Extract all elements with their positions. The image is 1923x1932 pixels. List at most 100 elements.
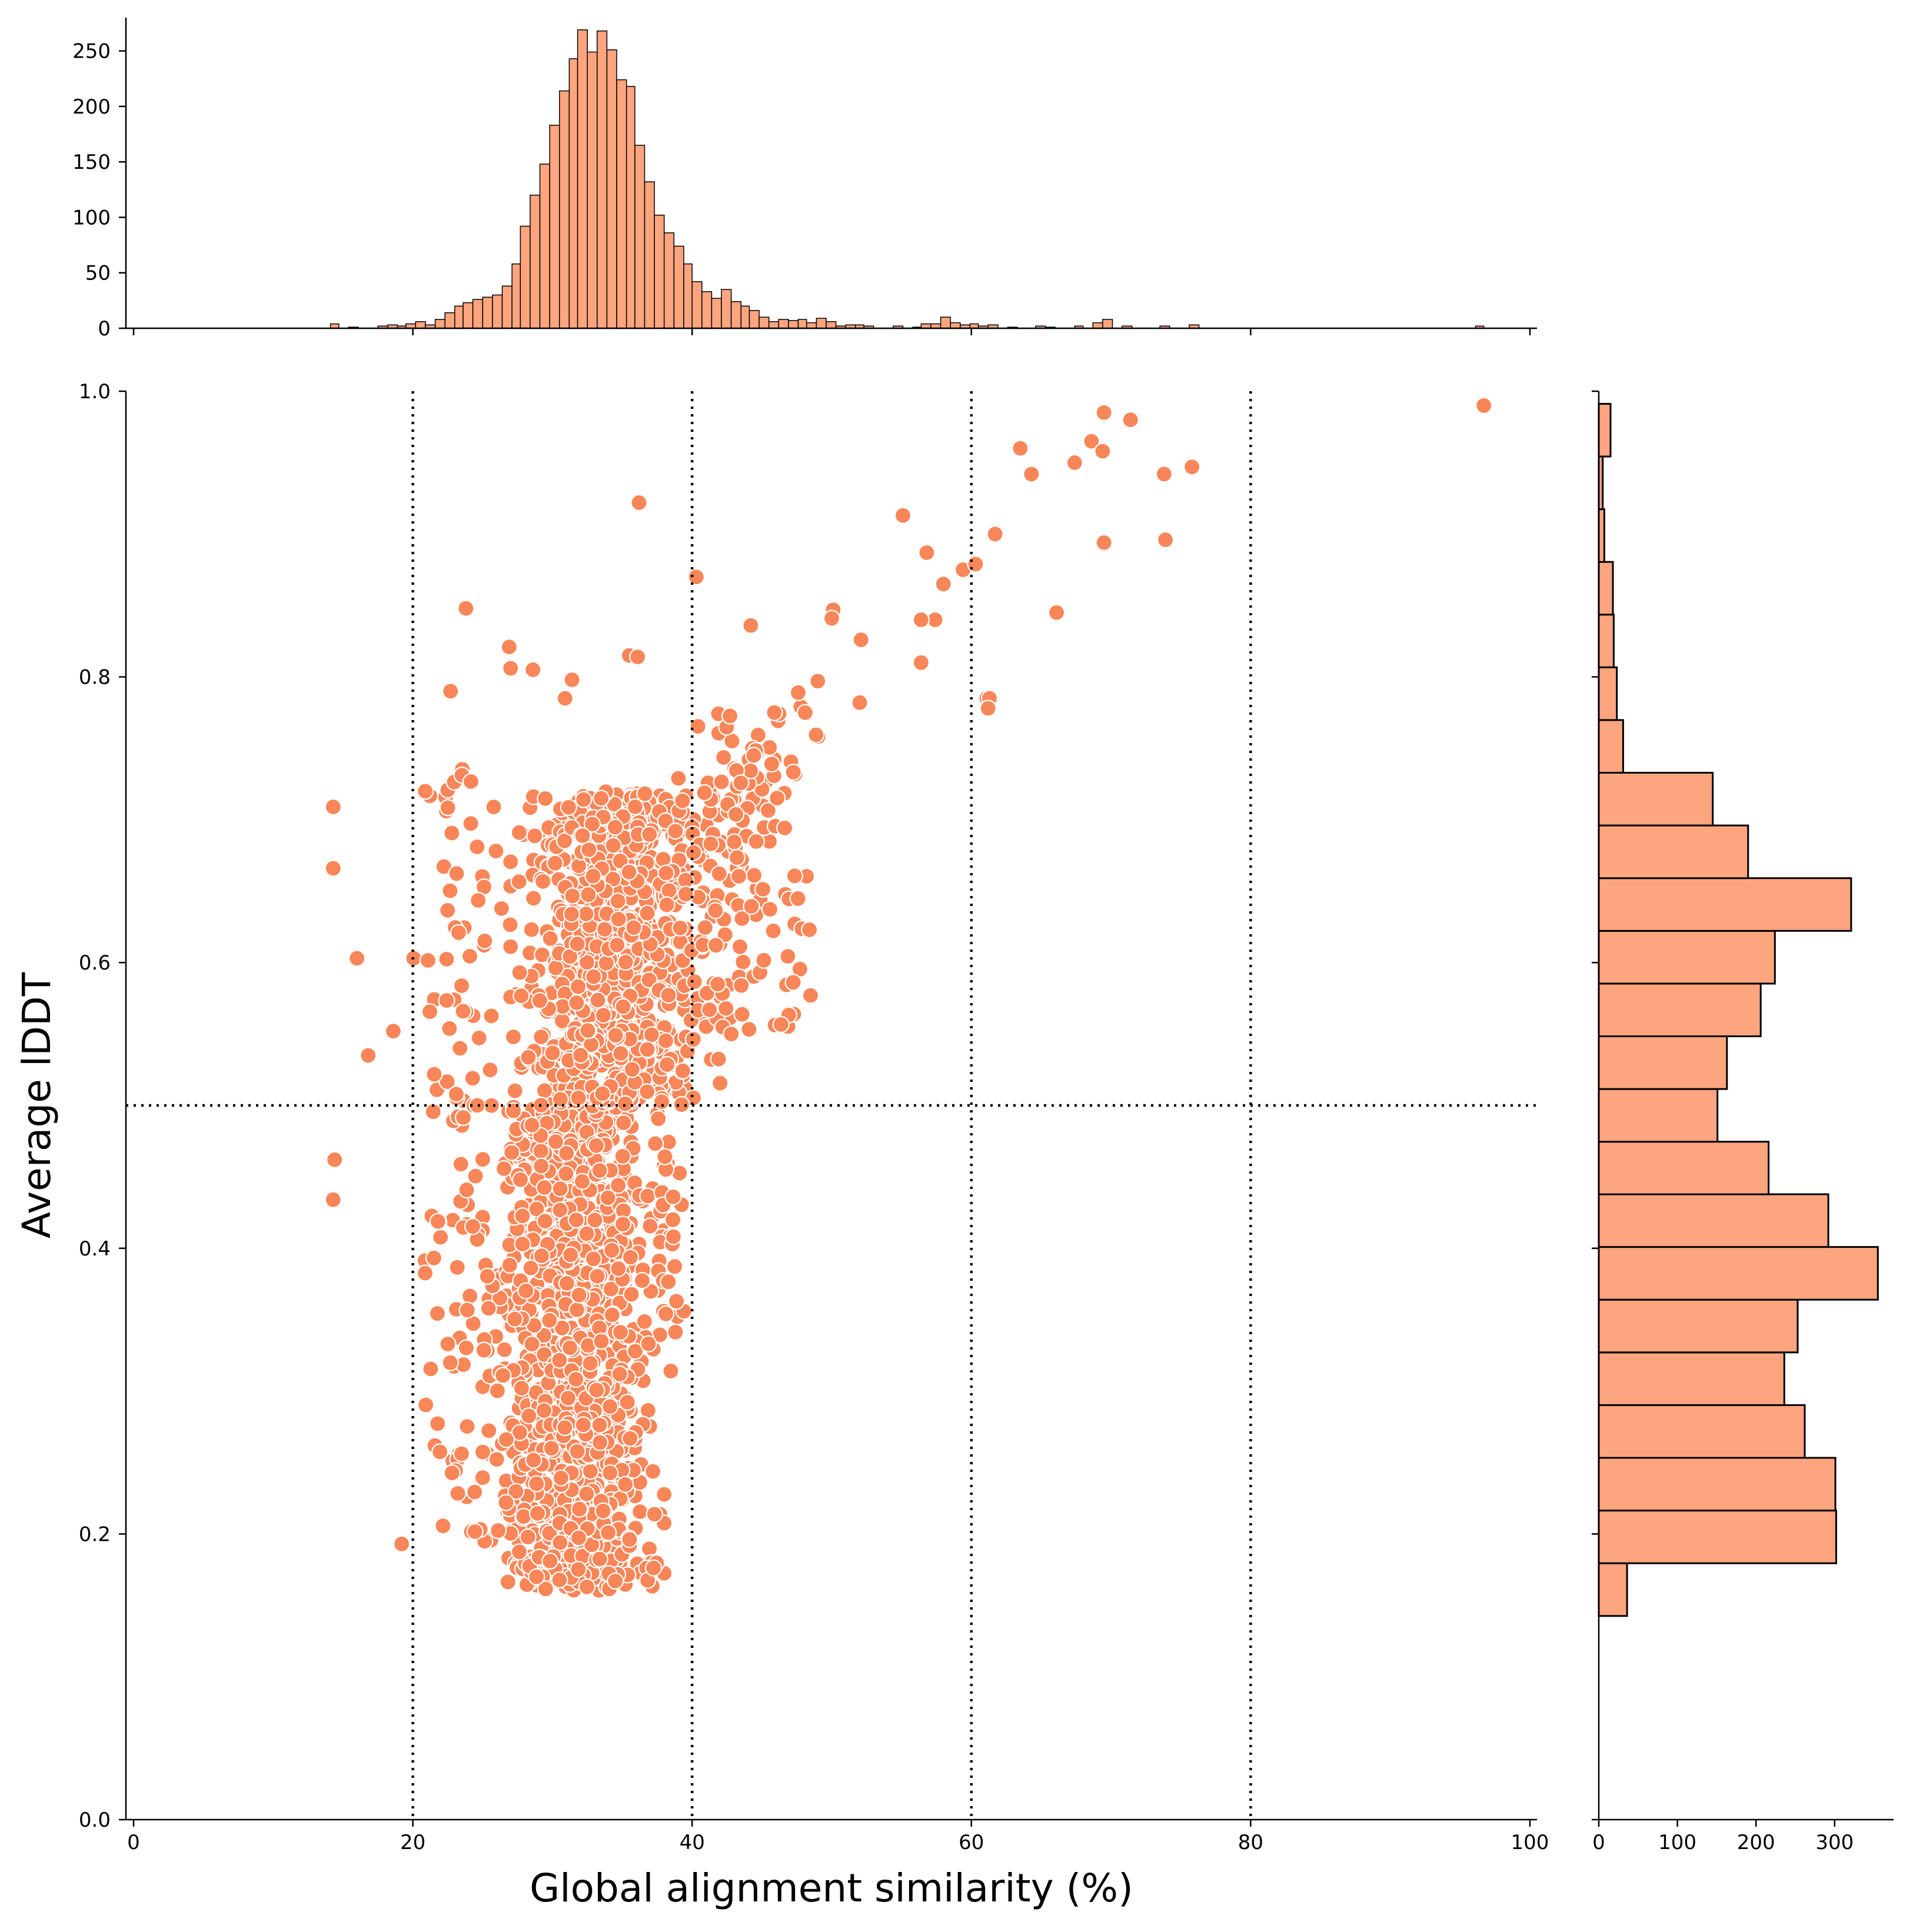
scatter-point — [912, 611, 930, 629]
top-histogram-bar — [654, 214, 665, 329]
scatter-point — [591, 1161, 608, 1180]
right-histogram-bar — [1598, 982, 1762, 1038]
scatter-point — [458, 1418, 476, 1435]
top-histogram-bar — [797, 319, 807, 329]
scatter-point — [511, 964, 528, 981]
right-histogram-bar — [1598, 1562, 1628, 1617]
scatter-point — [438, 991, 455, 1010]
top-histogram-bar — [721, 289, 732, 329]
scatter-point — [572, 1047, 590, 1064]
scatter-point — [656, 1485, 673, 1503]
scatter-point — [517, 1282, 535, 1300]
scatter-point — [348, 950, 366, 967]
top-histogram-bar — [644, 181, 655, 329]
scatter-point — [733, 910, 751, 928]
scatter-point — [439, 901, 457, 920]
scatter-point — [480, 1422, 498, 1440]
right-histogram-bars — [1598, 402, 1879, 1617]
scatter-point — [611, 852, 629, 870]
scatter-point — [569, 978, 587, 995]
scatter-point — [326, 1151, 344, 1168]
scatter-point — [570, 1089, 587, 1107]
scatter-point — [603, 1241, 621, 1259]
right-histogram-bar — [1598, 1141, 1770, 1195]
top-histogram-bar — [577, 29, 588, 329]
scatter-point — [614, 1215, 632, 1233]
top-histogram-bar — [826, 321, 837, 329]
scatter-point — [608, 936, 626, 954]
scatter-point — [664, 1228, 683, 1245]
scatter-point — [593, 1333, 610, 1350]
scatter-point — [536, 1213, 554, 1230]
scatter-point — [535, 1082, 554, 1100]
scatter-point — [533, 1247, 551, 1265]
scatter-point — [515, 1508, 533, 1525]
top-histogram-bar — [511, 263, 521, 329]
scatter-point — [561, 1339, 579, 1357]
scatter-point — [636, 785, 654, 802]
scatter-point — [809, 672, 827, 690]
x-tick-label: 60 — [959, 1831, 984, 1854]
scatter-point — [967, 555, 984, 573]
scatter-point — [589, 991, 607, 1009]
scatter-point — [558, 1274, 576, 1292]
scatter-point — [416, 1264, 434, 1282]
scatter-point — [447, 1085, 465, 1103]
scatter-point — [489, 1522, 507, 1540]
scatter-point — [717, 1000, 735, 1017]
scatter-point — [657, 1032, 675, 1050]
scatter-point — [710, 865, 728, 882]
scatter-point — [779, 947, 797, 965]
scatter-point — [687, 568, 705, 586]
scatter-point — [658, 1055, 676, 1074]
scatter-point — [621, 1430, 639, 1447]
scatter-point — [501, 916, 519, 934]
scatter-point — [439, 1335, 457, 1353]
scatter-point — [438, 950, 455, 968]
scatter-point — [507, 1483, 525, 1500]
y-tick-label: 0.6 — [79, 951, 111, 975]
scatter-point — [470, 1029, 488, 1047]
scatter-point — [577, 905, 595, 923]
scatter-point — [1083, 432, 1100, 450]
scatter-point — [580, 841, 598, 859]
top-histogram-bar — [626, 86, 636, 329]
top-histogram-y-ticks: 0 50 100 150 200 250 — [72, 40, 126, 341]
scatter-point — [422, 1360, 440, 1378]
x-axis-ticks: 0 20 40 60 80 100 — [127, 1820, 1549, 1854]
right-histogram-bar — [1598, 930, 1776, 985]
right-histogram-x-tick-label: 200 — [1737, 1831, 1775, 1854]
scatter-point — [600, 1524, 617, 1541]
scatter-point — [449, 1484, 467, 1503]
scatter-point — [523, 1116, 541, 1134]
scatter-point — [633, 1272, 651, 1290]
scatter-point — [745, 747, 763, 764]
scatter-point — [546, 854, 564, 872]
scatter-point — [535, 1402, 553, 1420]
scatter-point — [611, 1324, 630, 1341]
scatter-point — [499, 1573, 517, 1591]
scatter-point — [458, 1181, 475, 1199]
scatter-point — [474, 1469, 491, 1487]
scatter-point — [531, 992, 549, 1010]
scatter-point — [541, 1552, 559, 1570]
scatter-point — [570, 1286, 588, 1304]
scatter-point — [541, 1524, 558, 1542]
scatter-point — [586, 1211, 604, 1229]
scatter-point — [480, 1300, 497, 1317]
scatter-point — [591, 1550, 608, 1568]
scatter-point — [520, 1048, 537, 1066]
scatter-point — [894, 507, 912, 524]
scatter-point — [555, 832, 574, 850]
scatter-point — [563, 671, 581, 689]
top-histogram-bar — [530, 194, 541, 329]
scatter-point — [591, 1416, 608, 1434]
scatter-point — [597, 954, 615, 972]
scatter-point — [667, 822, 684, 840]
scatter-point — [623, 1285, 640, 1303]
scatter-point — [424, 1103, 442, 1121]
scatter-point — [488, 1451, 505, 1468]
scatter-point — [556, 689, 574, 707]
scatter-point — [425, 1249, 443, 1267]
